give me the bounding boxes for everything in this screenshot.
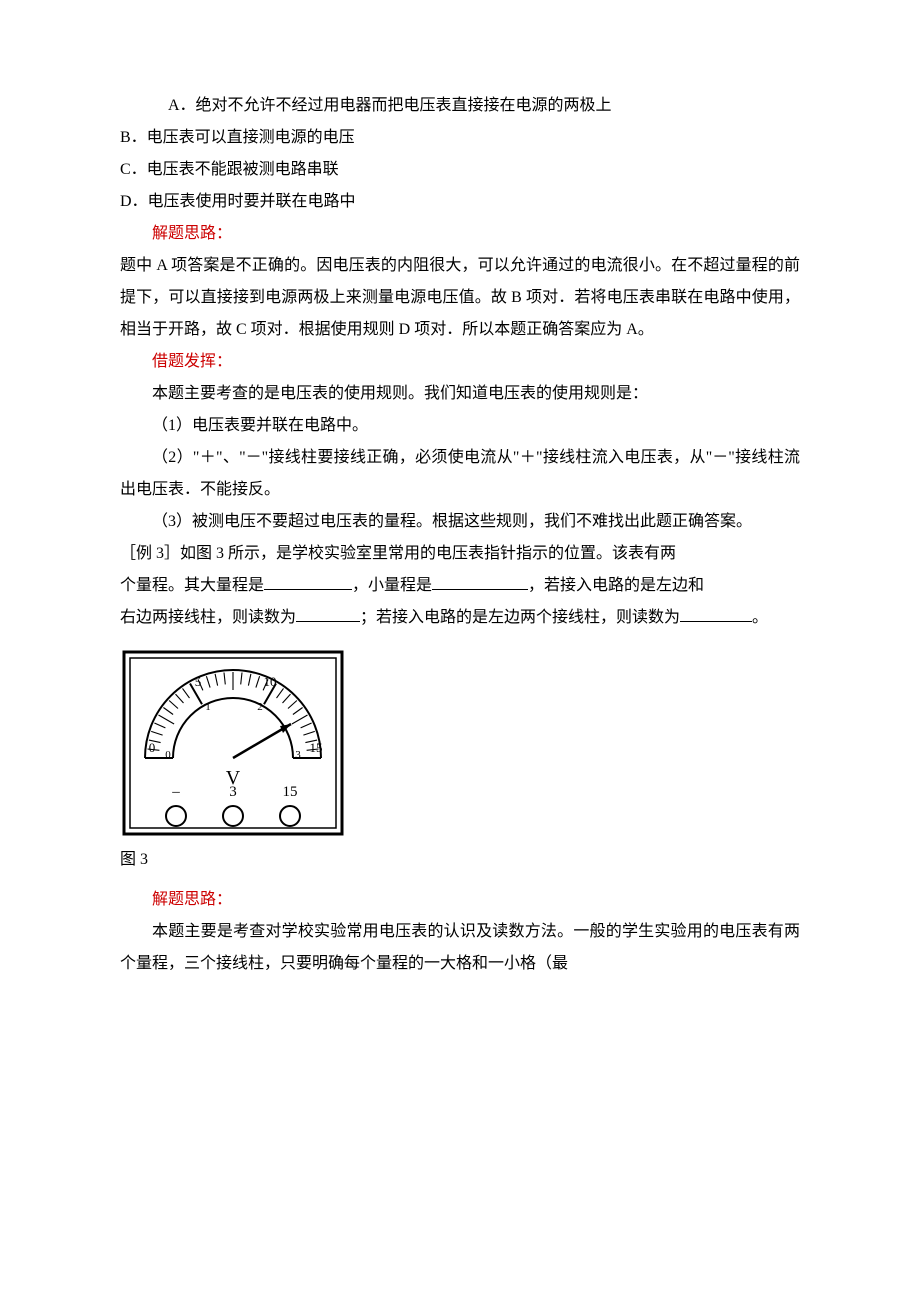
extend-heading: 借题发挥： bbox=[120, 346, 800, 378]
option-d-text: D．电压表使用时要并联在电路中 bbox=[120, 193, 356, 210]
extend-rule-3-text: （3）被测电压不要超过电压表的量程。根据这些规则，我们不难找出此题正确答案。 bbox=[152, 513, 752, 530]
example3-lead: ［例 3］如图 3 所示，是学校实验室里常用的电压表指针指示的位置。该表有两 bbox=[120, 545, 676, 562]
extend-intro-text: 本题主要考查的是电压表的使用规则。我们知道电压表的使用规则是： bbox=[152, 385, 648, 402]
solution3-paragraph: 本题主要是考查对学校实验常用电压表的认识及读数方法。一般的学生实验用的电压表有两… bbox=[120, 916, 800, 980]
scale1-l3: 15 bbox=[310, 740, 323, 755]
scale1-l2: 10 bbox=[264, 674, 277, 689]
option-b: B．电压表可以直接测电源的电压 bbox=[120, 122, 800, 154]
scale2-l3: 3 bbox=[295, 749, 301, 761]
ex3-l3-c: 。 bbox=[752, 609, 768, 626]
extend-rule-3: （3）被测电压不要超过电压表的量程。根据这些规则，我们不难找出此题正确答案。 bbox=[120, 506, 800, 538]
terminal-label-2: 15 bbox=[283, 784, 298, 800]
ex3-l2-c: ，若接入电路的是左边和 bbox=[528, 577, 704, 594]
example3-line2: 个量程。其大量程是 ，小量程是 ，若接入电路的是左边和 bbox=[120, 570, 800, 602]
voltmeter-icon: 0 5 10 15 0 1 2 3 V – 3 15 bbox=[120, 648, 346, 838]
blank-reading-2 bbox=[680, 605, 752, 622]
blank-large-range bbox=[264, 573, 352, 590]
scale2-l0: 0 bbox=[165, 749, 171, 761]
extend-heading-text: 借题发挥： bbox=[152, 353, 232, 370]
scale1-l0: 0 bbox=[149, 740, 156, 755]
solution3-heading-text: 解题思路： bbox=[152, 891, 232, 908]
ex3-l3-b: ；若接入电路的是左边两个接线柱，则读数为 bbox=[360, 609, 680, 626]
ex3-l3-a: 右边两接线柱，则读数为 bbox=[120, 609, 296, 626]
ex3-l2-a: 个量程。其大量程是 bbox=[120, 577, 264, 594]
option-c: C．电压表不能跟被测电路串联 bbox=[120, 154, 800, 186]
option-b-text: B．电压表可以直接测电源的电压 bbox=[120, 129, 355, 146]
solution-heading-text: 解题思路： bbox=[152, 225, 232, 242]
extend-rule-2: （2）"＋"、"－"接线柱要接线正确，必须使电流从"＋"接线柱流入电压表，从"－… bbox=[120, 442, 800, 506]
figure-3: 0 5 10 15 0 1 2 3 V – 3 15 bbox=[120, 648, 800, 876]
extend-intro: 本题主要考查的是电压表的使用规则。我们知道电压表的使用规则是： bbox=[120, 378, 800, 410]
terminal-label-1: 3 bbox=[229, 784, 237, 800]
extend-rule-2-text: （2）"＋"、"－"接线柱要接线正确，必须使电流从"＋"接线柱流入电压表，从"－… bbox=[120, 449, 800, 498]
blank-reading-1 bbox=[296, 605, 360, 622]
solution1-paragraph: 题中 A 项答案是不正确的。因电压表的内阻很大，可以允许通过的电流很小。在不超过… bbox=[120, 250, 800, 346]
option-c-text: C．电压表不能跟被测电路串联 bbox=[120, 161, 339, 178]
scale2-l1: 1 bbox=[205, 701, 211, 713]
ex3-l2-b: ，小量程是 bbox=[352, 577, 432, 594]
scale2-l2: 2 bbox=[257, 701, 263, 713]
extend-rule-1: （1）电压表要并联在电路中。 bbox=[120, 410, 800, 442]
solution1-text: 题中 A 项答案是不正确的。因电压表的内阻很大，可以允许通过的电流很小。在不超过… bbox=[120, 257, 800, 338]
figure-caption-text: 图 3 bbox=[120, 851, 148, 868]
terminal-label-0: – bbox=[171, 784, 180, 800]
scale1-l1: 5 bbox=[195, 674, 202, 689]
solution3-heading: 解题思路： bbox=[120, 884, 800, 916]
figure-caption: 图 3 bbox=[120, 844, 800, 876]
option-a: A．绝对不允许不经过用电器而把电压表直接接在电源的两极上 bbox=[120, 90, 800, 122]
solution-heading: 解题思路： bbox=[120, 218, 800, 250]
document-page: A．绝对不允许不经过用电器而把电压表直接接在电源的两极上 B．电压表可以直接测电… bbox=[0, 0, 920, 1302]
blank-small-range bbox=[432, 573, 528, 590]
option-a-text: A．绝对不允许不经过用电器而把电压表直接接在电源的两极上 bbox=[168, 97, 612, 114]
example3-line1: ［例 3］如图 3 所示，是学校实验室里常用的电压表指针指示的位置。该表有两 bbox=[120, 538, 800, 570]
solution3-text: 本题主要是考查对学校实验常用电压表的认识及读数方法。一般的学生实验用的电压表有两… bbox=[120, 923, 800, 972]
extend-rule-1-text: （1）电压表要并联在电路中。 bbox=[152, 417, 368, 434]
option-d: D．电压表使用时要并联在电路中 bbox=[120, 186, 800, 218]
example3-line3: 右边两接线柱，则读数为 ；若接入电路的是左边两个接线柱，则读数为 。 bbox=[120, 602, 800, 634]
